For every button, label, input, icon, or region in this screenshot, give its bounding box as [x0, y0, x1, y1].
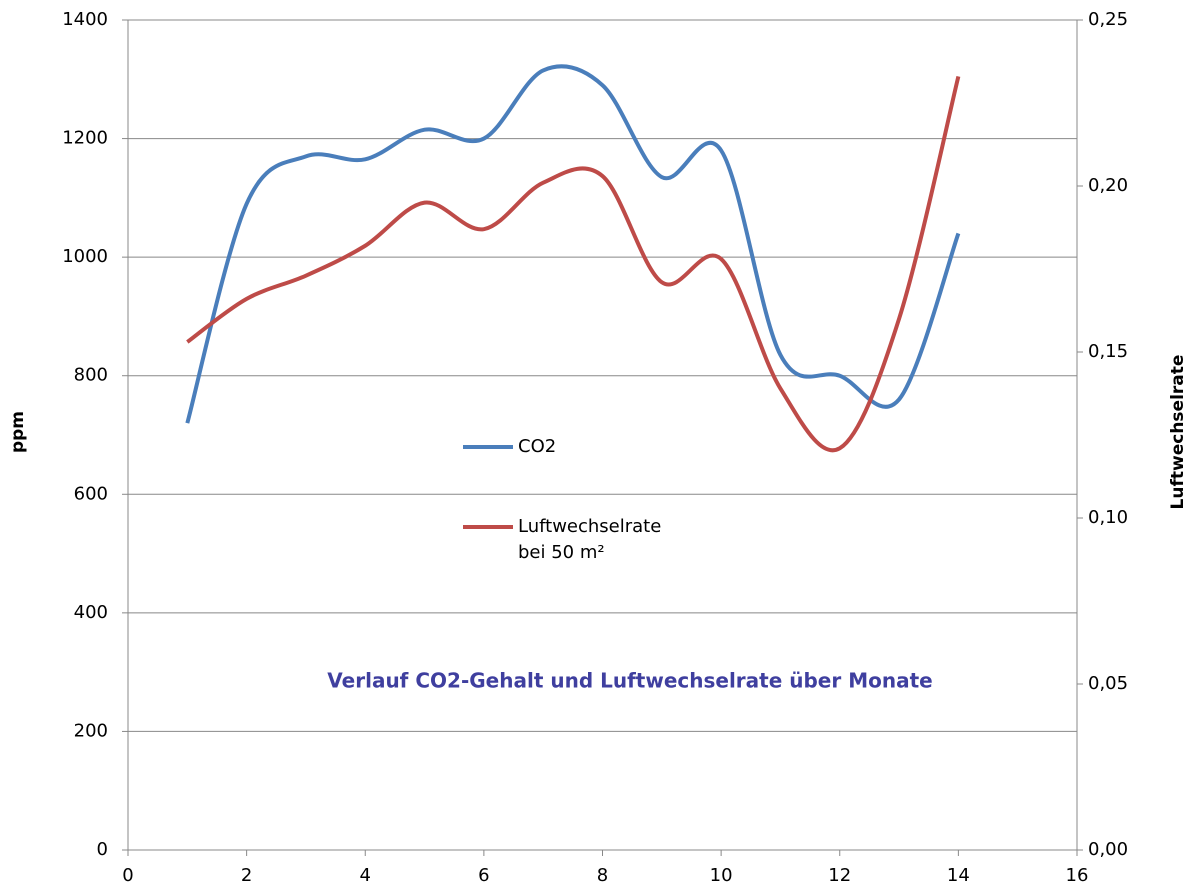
series-line — [186, 75, 961, 453]
y-tick-label: 400 — [74, 602, 108, 623]
x-tick-label: 4 — [360, 865, 371, 886]
y-tick-label: 1000 — [62, 246, 108, 267]
y-tick-label: 800 — [74, 365, 108, 386]
x-tick-label: 14 — [947, 865, 970, 886]
x-tick-label: 2 — [241, 865, 252, 886]
y-tick-label: 600 — [74, 483, 108, 504]
y2-tick-label: 0,00 — [1088, 839, 1128, 860]
x-tick-label: 8 — [597, 865, 608, 886]
legend-label: CO2 — [518, 436, 557, 457]
legend-label: Luftwechselrate bei 50 m² — [518, 516, 662, 563]
x-tick-label: 16 — [1066, 865, 1089, 886]
y2-tick-label: 0,10 — [1088, 507, 1128, 528]
y2-tick-label: 0,25 — [1088, 9, 1128, 30]
y-tick-label: 1400 — [62, 9, 108, 30]
chart-title: Verlauf CO2-Gehalt und Luftwechselrate ü… — [327, 669, 932, 693]
y2-tick-label: 0,05 — [1088, 673, 1128, 694]
series-line — [185, 64, 961, 424]
x-tick-label: 10 — [710, 865, 733, 886]
y2-tick-label: 0,20 — [1088, 175, 1128, 196]
y2-axis-label: Luftwechselrate — [1168, 355, 1188, 510]
x-tick-label: 12 — [828, 865, 851, 886]
y-tick-label: 1200 — [62, 128, 108, 149]
y2-tick-label: 0,15 — [1088, 341, 1128, 362]
x-tick-label: 0 — [122, 865, 133, 886]
x-tick-label: 6 — [478, 865, 489, 886]
y-tick-label: 200 — [74, 720, 108, 741]
y-axis-label: ppm — [8, 411, 28, 453]
y-tick-label: 0 — [97, 839, 108, 860]
